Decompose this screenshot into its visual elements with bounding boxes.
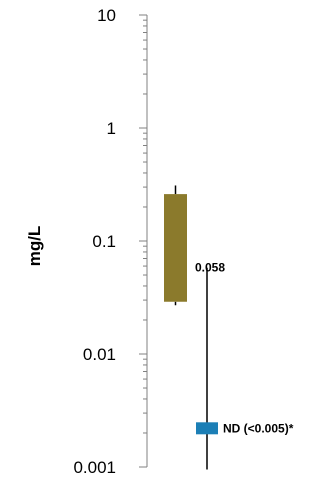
y-tick-label: 0.001	[73, 458, 116, 477]
box	[164, 194, 187, 302]
plot-area: 0.058 ND (<0.005)*	[164, 185, 294, 470]
range-label: 0.058	[195, 261, 225, 275]
y-tick-label: 0.01	[83, 345, 116, 364]
nd-label: ND (<0.005)*	[223, 421, 294, 435]
y-tick-label: 0.1	[92, 232, 116, 251]
y-tick-label: 1	[107, 119, 116, 138]
y-axis: 10 1 0.1 0.01 0.001	[73, 6, 148, 477]
nd-marker	[196, 422, 218, 435]
y-tick-label: 10	[97, 6, 116, 25]
y-axis-title: mg/L	[25, 226, 44, 267]
